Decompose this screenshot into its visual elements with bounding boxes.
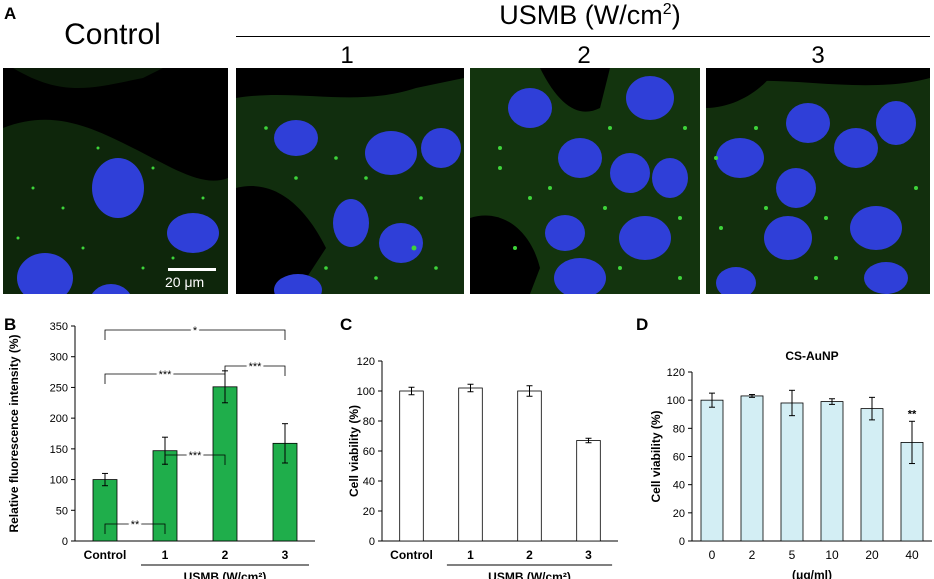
micrograph-usmb-3 bbox=[706, 68, 930, 294]
micrograph-usmb-3-image bbox=[706, 68, 930, 294]
x-tick-label: 5 bbox=[789, 548, 796, 562]
y-tick-label: 0 bbox=[679, 536, 685, 548]
micrograph-usmb-1 bbox=[236, 68, 464, 294]
y-tick-label: 350 bbox=[50, 321, 68, 333]
x-tick-label: 2 bbox=[749, 548, 756, 562]
y-tick-label: 0 bbox=[369, 536, 375, 548]
x-axis-label: (μg/ml) bbox=[792, 568, 832, 579]
bar bbox=[576, 440, 601, 542]
chart-title: CS-AuNP bbox=[785, 349, 838, 363]
y-tick-label: 40 bbox=[363, 476, 375, 488]
chart-c: 0 20 40 60 80 100 120 Cell viability (%) Control… bbox=[347, 356, 618, 579]
x-tick-label: 2 bbox=[526, 548, 533, 562]
y-tick-label: 60 bbox=[673, 452, 685, 464]
panel-a-letter: A bbox=[4, 4, 17, 23]
x-tick-label: 1 bbox=[162, 548, 169, 562]
y-tick-label: 80 bbox=[673, 423, 685, 435]
bar bbox=[740, 395, 764, 542]
x-tick-label: 3 bbox=[585, 548, 592, 562]
micrograph-usmb-1-image bbox=[236, 68, 464, 294]
group-label: USMB (W/cm²) bbox=[488, 570, 571, 579]
scale-bar-label: 20 μm bbox=[165, 274, 205, 290]
y-axis-label: Cell viability (%) bbox=[347, 405, 361, 497]
y-tick-label: 100 bbox=[50, 475, 68, 487]
control-heading: Control bbox=[64, 18, 161, 51]
x-tick-label: 40 bbox=[905, 548, 919, 562]
y-tick-label: 80 bbox=[363, 416, 375, 428]
y-tick-label: 60 bbox=[363, 446, 375, 458]
micrograph-usmb-2-image bbox=[470, 68, 700, 294]
significance-label: ** bbox=[908, 408, 917, 420]
image-label-3: 3 bbox=[811, 42, 825, 69]
x-tick-label: 10 bbox=[825, 548, 839, 562]
chart-b: 0 50 100 150 200 250 300 350 Relative fluorescen… bbox=[7, 321, 315, 579]
bar bbox=[860, 408, 884, 542]
bar bbox=[700, 399, 724, 542]
y-tick-label: 300 bbox=[50, 352, 68, 364]
x-tick-label: 3 bbox=[282, 548, 289, 562]
image-label-1: 1 bbox=[340, 42, 354, 69]
significance-bracket bbox=[164, 454, 226, 465]
x-tick-label: 2 bbox=[222, 548, 229, 562]
significance-bracket bbox=[104, 329, 286, 340]
y-axis-label: Cell viability (%) bbox=[649, 410, 663, 502]
significance-label: *** bbox=[189, 450, 203, 462]
micrograph-control: 20 μm bbox=[3, 68, 228, 294]
y-tick-label: 120 bbox=[357, 356, 375, 368]
y-tick-label: 150 bbox=[50, 444, 68, 456]
significance-bracket bbox=[224, 365, 286, 376]
y-tick-label: 120 bbox=[667, 367, 685, 379]
y-tick-label: 20 bbox=[363, 506, 375, 518]
group-label: USMB (W/cm²) bbox=[184, 570, 267, 579]
y-axis-label: Relative fluorescence intensity (%) bbox=[7, 334, 21, 532]
micrograph-usmb-2 bbox=[470, 68, 700, 294]
bar bbox=[780, 402, 804, 542]
image-label-2: 2 bbox=[577, 42, 591, 69]
y-tick-label: 0 bbox=[62, 536, 68, 548]
bar bbox=[399, 390, 424, 542]
y-tick-label: 20 bbox=[673, 508, 685, 520]
micrograph-control-image bbox=[3, 68, 228, 294]
significance-label: * bbox=[193, 325, 198, 337]
panel-c-letter: C bbox=[340, 315, 353, 334]
y-tick-label: 100 bbox=[357, 386, 375, 398]
significance-bracket bbox=[104, 523, 166, 534]
bar bbox=[517, 390, 542, 542]
x-tick-label: 20 bbox=[865, 548, 879, 562]
significance-label: *** bbox=[159, 369, 173, 381]
x-tick-label: 1 bbox=[467, 548, 474, 562]
y-tick-label: 40 bbox=[673, 480, 685, 492]
y-tick-label: 250 bbox=[50, 382, 68, 394]
panel-d-letter: D bbox=[636, 315, 649, 334]
significance-label: ** bbox=[131, 519, 140, 531]
panel-b-letter: B bbox=[4, 315, 17, 334]
usmb-heading: USMB (W/cm2) bbox=[499, 0, 681, 30]
x-tick-label: Control bbox=[84, 548, 127, 562]
y-tick-label: 50 bbox=[56, 505, 68, 517]
significance-label: *** bbox=[249, 361, 263, 373]
x-tick-label: 0 bbox=[709, 548, 716, 562]
y-tick-label: 100 bbox=[667, 395, 685, 407]
bar bbox=[458, 387, 483, 542]
y-tick-label: 200 bbox=[50, 413, 68, 425]
bar bbox=[820, 401, 844, 542]
significance-bracket bbox=[104, 373, 226, 384]
chart-d: 0 20 40 60 80 100 120 Cell viability (%) 0 2 5 10 20… bbox=[649, 349, 932, 579]
x-tick-label: Control bbox=[390, 548, 433, 562]
usmb-heading-rule bbox=[236, 36, 930, 37]
